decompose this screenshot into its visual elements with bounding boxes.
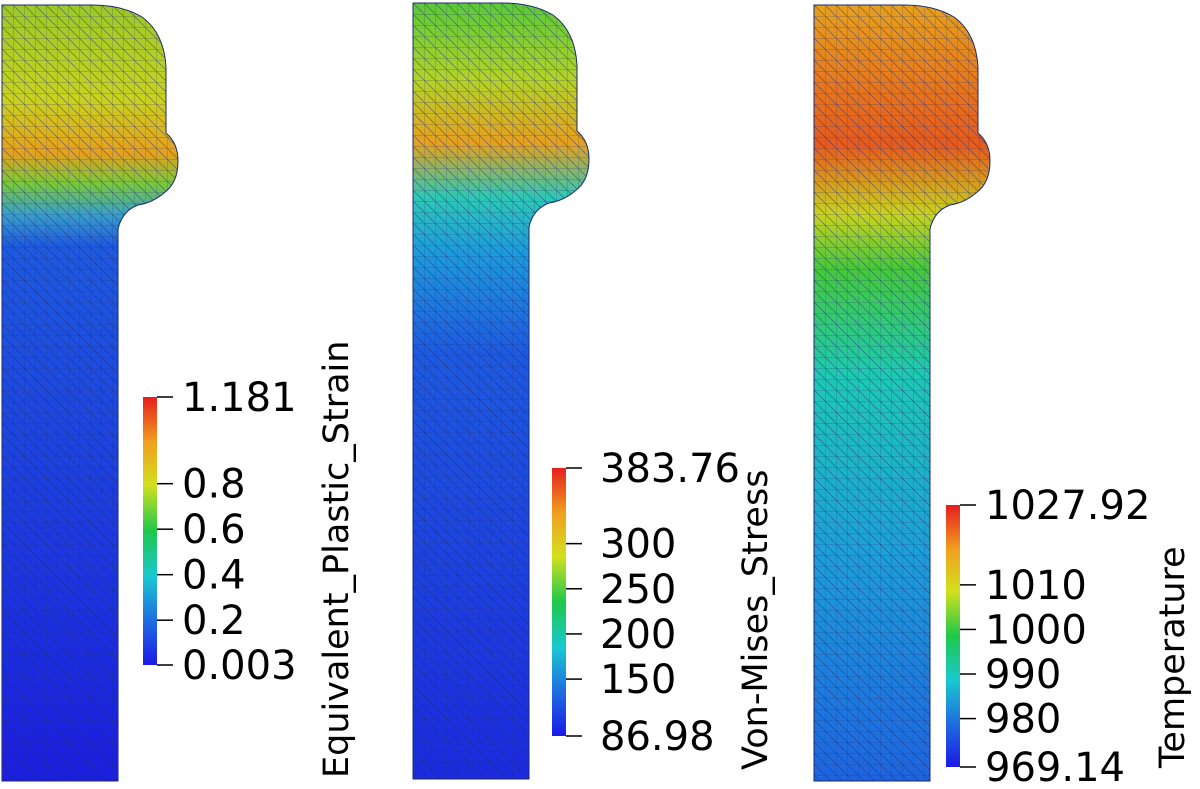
colorbar-tick-label: 1027.92 xyxy=(985,483,1150,529)
colorbar-tick-label: 1.181 xyxy=(182,375,297,421)
strain-colorbar-title: Equivalent_Plastic_Strain xyxy=(317,341,357,778)
colorbar-tick-label: 86.98 xyxy=(600,714,715,760)
colorbar-tick-label: 383.76 xyxy=(600,446,740,492)
stress-colorbar-title: Von-Mises_Stress xyxy=(736,470,776,770)
colorbar-tick-label: 980 xyxy=(985,697,1061,743)
temperature-colorbar-title: Temperature xyxy=(1153,546,1193,769)
colorbar-tick-label: 0.003 xyxy=(182,643,297,689)
colorbar-tick-label: 0.4 xyxy=(182,553,246,599)
colorbar-tick-label: 990 xyxy=(985,652,1061,698)
colorbar-tick-label: 969.14 xyxy=(985,745,1125,789)
colorbar-tick-label: 0.2 xyxy=(182,598,246,644)
colorbar-tick-label: 1000 xyxy=(985,607,1087,653)
colorbar-tick-label: 300 xyxy=(600,522,676,568)
colorbar-tick-label: 0.6 xyxy=(182,507,246,553)
colorbar-tick-label: 0.8 xyxy=(182,462,246,508)
colorbar-tick-label: 1010 xyxy=(985,563,1087,609)
colorbar-tick-label: 200 xyxy=(600,612,676,658)
temperature-panel xyxy=(813,4,991,782)
colorbar-tick-label: 250 xyxy=(600,567,676,613)
colorbar-tick-label: 150 xyxy=(600,657,676,703)
strain-colorbar: 1.181 0.80.60.40.20.003 Equivalent_Plasti… xyxy=(143,341,357,778)
